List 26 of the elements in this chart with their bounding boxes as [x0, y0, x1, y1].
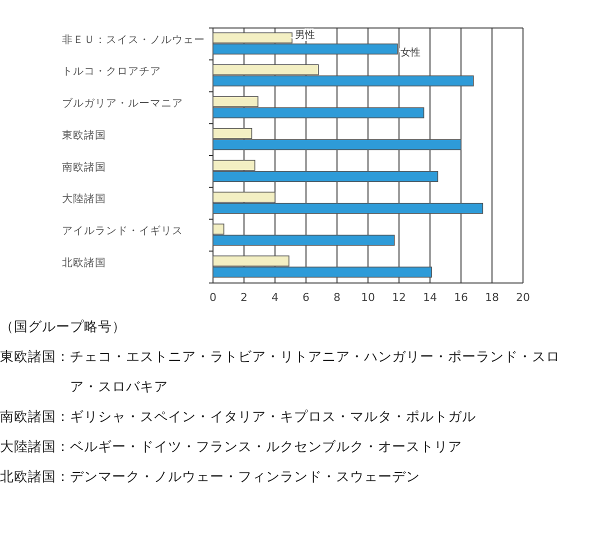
y-tick-label: 東欧諸国: [62, 128, 106, 142]
x-tick-label: 8: [334, 290, 340, 304]
y-tick-label: トルコ・クロアチア: [62, 66, 161, 78]
x-tick-label: 18: [485, 290, 499, 304]
text: 東欧諸国：チェコ・エストニア・ラトビア・リトアニア・ハンガリー・ポーランド・スロ: [0, 348, 561, 367]
x-tick-label: 4: [272, 290, 278, 304]
x-tick-label: 2: [240, 290, 248, 304]
text: 北欧諸国：デンマーク・ノルウェー・フィンランド・スウェーデン: [0, 468, 421, 487]
x-tick-label: 10: [361, 290, 375, 304]
y-tick-label: 非ＥＵ：スイス・ノルウェー: [62, 32, 205, 46]
y-tick-label: アイルランド・イギリス: [62, 225, 183, 238]
y-tick-label: ブルガリア・ルーマニア: [62, 96, 183, 110]
y-tick-label: 南欧諸国: [62, 160, 106, 174]
x-tick-label: 12: [392, 290, 406, 304]
y-tick-label: 大陸諸国: [62, 192, 106, 206]
text: 南欧諸国：ギリシャ・スペイン・イタリア・キプロス・マルタ・ポルトガル: [0, 408, 477, 427]
text: （国グループ略号）: [0, 318, 127, 337]
x-tick-label: 6: [302, 290, 310, 304]
x-tick-label: 14: [423, 290, 437, 304]
x-tick-label: 0: [210, 290, 216, 304]
y-tick-label: 北欧諸国: [62, 256, 106, 269]
series-label: 女性: [400, 46, 420, 58]
text: 大陸諸国：ベルギー・ドイツ・フランス・ルクセンブルク・オーストリア: [0, 438, 463, 457]
text: ア・スロバキア: [69, 378, 169, 397]
x-tick-label: 20: [516, 290, 530, 304]
x-tick-label: 16: [454, 290, 468, 304]
